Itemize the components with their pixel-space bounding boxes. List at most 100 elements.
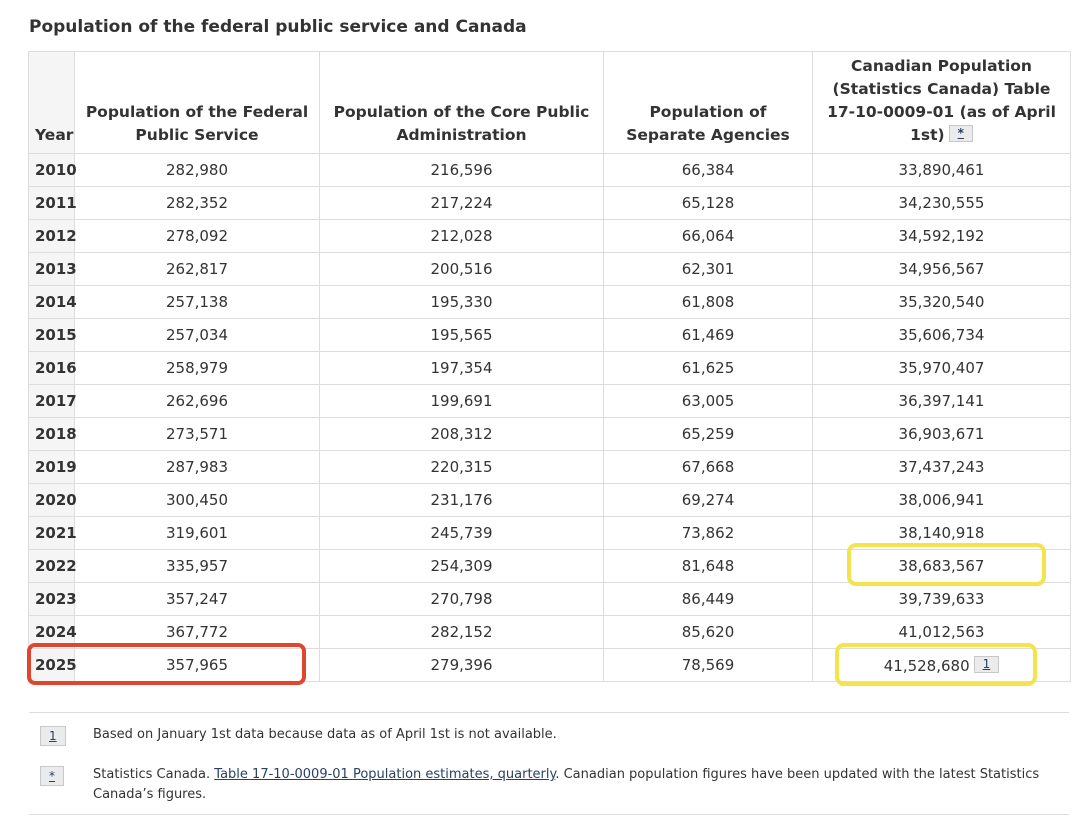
- cell-separate-value: 86,449: [681, 590, 735, 608]
- cell-federal-value: 319,601: [165, 524, 229, 542]
- cell-canada-value: 36,397,141: [898, 392, 985, 410]
- statcan-table-link[interactable]: Table 17-10-0009-01 Population estimates…: [214, 767, 556, 782]
- cell-core-value: 200,516: [430, 260, 493, 278]
- cell-canada-value: 34,592,192: [898, 227, 985, 245]
- cell-core: 197,354: [319, 351, 604, 385]
- cell-canada: 36,903,671: [812, 417, 1071, 451]
- cell-federal-value: 335,957: [165, 557, 229, 575]
- table-row: 2018 273,571 208,312 65,259 36,903,671: [28, 417, 1071, 451]
- table-row: 2017 262,696 199,691 63,005 36,397,141: [28, 384, 1071, 418]
- cell-separate: 85,620: [603, 615, 813, 649]
- cell-core-value: 195,565: [430, 326, 493, 344]
- table-row: 2013 262,817 200,516 62,301 34,956,567: [28, 252, 1071, 286]
- row-year: 2010: [28, 153, 77, 187]
- footnote-marker-star[interactable]: *: [40, 766, 64, 786]
- cell-canada: 33,890,461: [812, 153, 1071, 187]
- population-table: Year Population of the Federal Public Se…: [28, 51, 1071, 682]
- table-row: 2022 335,957 254,309 81,648 38,683,567: [28, 549, 1071, 583]
- cell-core: 216,596: [319, 153, 604, 187]
- cell-core: 212,028: [319, 219, 604, 253]
- cell-separate: 66,064: [603, 219, 813, 253]
- cell-core-value: 197,354: [430, 359, 493, 377]
- cell-separate-value: 67,668: [681, 458, 735, 476]
- cell-canada: 34,592,192: [812, 219, 1071, 253]
- cell-separate: 81,648: [603, 549, 813, 583]
- highlight-red-2025: [27, 643, 306, 685]
- cell-core-value: 254,309: [430, 557, 493, 575]
- col-header-core: Population of the Core Public Administra…: [319, 51, 604, 154]
- cell-federal-value: 357,247: [165, 590, 229, 608]
- cell-federal: 262,696: [74, 384, 320, 418]
- cell-canada: 35,606,734: [812, 318, 1071, 352]
- footnote-ref-star[interactable]: *: [948, 125, 973, 142]
- cell-separate: 65,128: [603, 186, 813, 220]
- footnote-marker-1[interactable]: 1: [40, 726, 66, 746]
- cell-canada: 38,006,941: [812, 483, 1071, 517]
- cell-separate-value: 62,301: [681, 260, 735, 278]
- cell-federal-value: 287,983: [165, 458, 229, 476]
- cell-core: 195,330: [319, 285, 604, 319]
- cell-separate-value: 69,274: [681, 491, 735, 509]
- cell-federal-value: 273,571: [165, 425, 229, 443]
- cell-separate: 73,862: [603, 516, 813, 550]
- cell-federal: 319,601: [74, 516, 320, 550]
- cell-core-value: 208,312: [430, 425, 493, 443]
- cell-canada-value: 33,890,461: [898, 161, 985, 179]
- cell-separate-value: 61,469: [681, 326, 735, 344]
- cell-separate-value: 78,569: [681, 656, 735, 674]
- row-year: 2013: [28, 252, 77, 286]
- cell-separate: 66,384: [603, 153, 813, 187]
- cell-core: 217,224: [319, 186, 604, 220]
- cell-federal: 282,980: [74, 153, 320, 187]
- cell-core: 245,739: [319, 516, 604, 550]
- cell-federal: 357,247: [74, 582, 320, 616]
- cell-canada-value: 37,437,243: [898, 458, 985, 476]
- row-year: 2020: [28, 483, 77, 517]
- cell-core-value: 220,315: [430, 458, 493, 476]
- cell-separate: 65,259: [603, 417, 813, 451]
- cell-separate: 86,449: [603, 582, 813, 616]
- cell-federal: 258,979: [74, 351, 320, 385]
- col-header-canada-label: Canadian Population (Statistics Canada) …: [827, 57, 1056, 144]
- cell-canada: 34,956,567: [812, 252, 1071, 286]
- cell-canada-value: 34,956,567: [898, 260, 985, 278]
- col-header-year: Year: [28, 51, 75, 154]
- cell-canada: 37,437,243: [812, 450, 1071, 484]
- cell-separate: 62,301: [603, 252, 813, 286]
- cell-canada: 41,528,680 1: [812, 648, 1071, 682]
- col-header-separate: Population of Separate Agencies: [603, 51, 813, 154]
- cell-core: 200,516: [319, 252, 604, 286]
- cell-core-value: 212,028: [430, 227, 493, 245]
- cell-federal-value: 262,817: [165, 260, 229, 278]
- cell-core: 279,396: [319, 648, 604, 682]
- cell-canada-value: 35,320,540: [898, 293, 985, 311]
- cell-federal-value: 300,450: [165, 491, 229, 509]
- col-header-canada: Canadian Population (Statistics Canada) …: [812, 51, 1071, 154]
- cell-federal-value: 257,034: [165, 326, 229, 344]
- cell-core-value: 279,396: [430, 656, 493, 674]
- cell-separate-value: 61,808: [681, 293, 735, 311]
- cell-core-value: 195,330: [430, 293, 493, 311]
- table-row: 2015 257,034 195,565 61,469 35,606,734: [28, 318, 1071, 352]
- cell-federal: 335,957: [74, 549, 320, 583]
- cell-separate-value: 65,128: [681, 194, 735, 212]
- row-year: 2011: [28, 186, 77, 220]
- cell-core-value: 216,596: [430, 161, 493, 179]
- col-header-federal: Population of the Federal Public Service: [74, 51, 320, 154]
- cell-core: 220,315: [319, 450, 604, 484]
- cell-separate-value: 85,620: [681, 623, 735, 641]
- cell-federal-value: 262,696: [165, 392, 229, 410]
- cell-separate: 61,808: [603, 285, 813, 319]
- cell-separate-value: 63,005: [681, 392, 735, 410]
- row-year: 2012: [28, 219, 77, 253]
- cell-separate: 69,274: [603, 483, 813, 517]
- row-year: 2018: [28, 417, 77, 451]
- table-row: 2025 357,965 279,396 78,569 41,528,680 1: [28, 648, 1071, 682]
- cell-canada-value: 35,606,734: [898, 326, 985, 344]
- footnote-ref-1[interactable]: 1: [973, 655, 1000, 673]
- table-row: 2011 282,352 217,224 65,128 34,230,555: [28, 186, 1071, 220]
- cell-federal-value: 367,772: [165, 623, 229, 641]
- footnotes: 1 Based on January 1st data because data…: [29, 712, 1069, 802]
- cell-federal-value: 282,352: [165, 194, 229, 212]
- table-row: 2010 282,980 216,596 66,384 33,890,461: [28, 153, 1071, 187]
